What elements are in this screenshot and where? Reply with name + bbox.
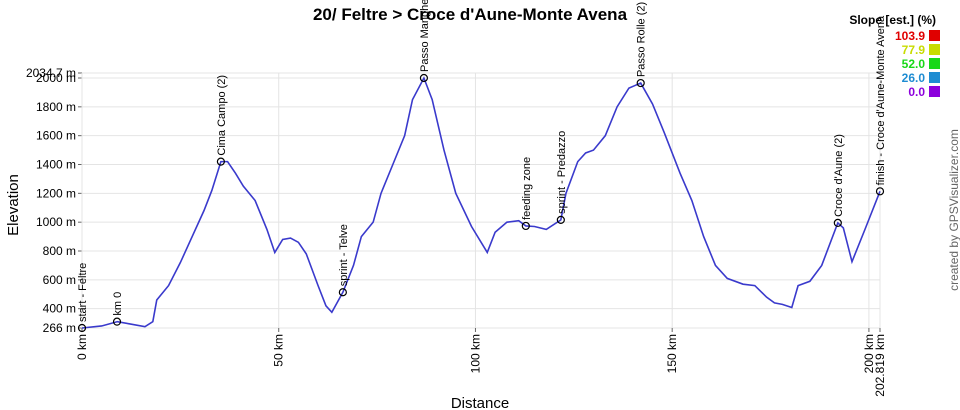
- y-tick-label: 1400 m: [36, 158, 76, 172]
- waypoint-label: km 0: [112, 292, 124, 316]
- y-tick-label: 266 m: [43, 321, 76, 335]
- waypoint: [875, 187, 885, 196]
- y-axis-label: Elevation: [5, 174, 22, 236]
- y-tick-label: 2000 m: [36, 71, 76, 85]
- waypoint: [419, 73, 429, 83]
- y-tick-label: 600 m: [43, 273, 76, 287]
- credit: created by GPSVisualizer.com: [947, 129, 960, 291]
- waypoint-label: sprint - Predazzo: [556, 131, 568, 214]
- x-tick-label: 200 km: [862, 334, 876, 373]
- x-tick-label: 0 km: [75, 334, 89, 360]
- chart-title: 20/ Feltre > Croce d'Aune-Monte Avena: [313, 5, 628, 24]
- legend-swatch: [929, 86, 940, 97]
- legend-title: Slope [est.] (%): [849, 13, 936, 27]
- waypoint-label: feeding zone: [521, 157, 533, 220]
- legend-swatch: [929, 44, 940, 55]
- waypoint-label: Croce d'Aune (2): [833, 134, 845, 217]
- waypoint-label: sprint - Telve: [338, 224, 350, 286]
- waypoint: [636, 78, 645, 88]
- waypoint-label: Passo Rolle (2): [636, 2, 648, 77]
- y-tick-label: 800 m: [43, 244, 76, 258]
- y-tick-label: 400 m: [43, 302, 76, 316]
- legend-swatch: [929, 30, 940, 41]
- y-tick-label: 1000 m: [36, 215, 76, 229]
- y-tick-label: 2034.7 m: [26, 66, 76, 80]
- legend-swatch: [929, 72, 940, 83]
- waypoint: [521, 221, 530, 231]
- legend-label: 77.9: [902, 43, 926, 57]
- y-tick-label: 1200 m: [36, 186, 76, 200]
- waypoint: [112, 317, 122, 326]
- x-axis-label: Distance: [451, 395, 509, 410]
- legend-label: 0.0: [908, 85, 925, 99]
- waypoint: [556, 215, 565, 224]
- x-tick-label: 100 km: [468, 334, 482, 373]
- x-tick-label: 202.819 km: [873, 334, 887, 397]
- waypoint-label: start - Feltre: [77, 263, 89, 322]
- waypoint: [77, 323, 87, 333]
- waypoint-label: finish - Croce d'Aune-Monte Avena: [875, 15, 887, 185]
- x-tick-label: 50 km: [272, 334, 286, 367]
- waypoint: [216, 157, 225, 166]
- waypoint: [833, 218, 842, 227]
- legend-swatch: [929, 58, 940, 69]
- waypoint-label: Passo Manghen: [419, 0, 431, 72]
- y-tick-label: 1800 m: [36, 100, 76, 114]
- legend-label: 26.0: [902, 71, 926, 85]
- legend-label: 103.9: [895, 29, 925, 43]
- waypoint-label: Cima Campo (2): [216, 75, 228, 156]
- legend-label: 52.0: [902, 57, 926, 71]
- y-tick-label: 1600 m: [36, 129, 76, 143]
- x-tick-label: 150 km: [665, 334, 679, 373]
- plot-area: [81, 72, 881, 329]
- waypoint: [338, 288, 347, 297]
